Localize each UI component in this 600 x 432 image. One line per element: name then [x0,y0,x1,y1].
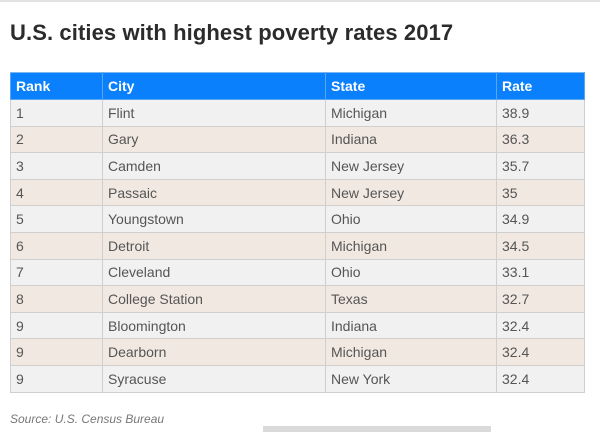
cell-state: Texas [325,285,497,313]
table-row: 6 Detroit Michigan 34.5 [10,231,585,260]
source-note: Source: U.S. Census Bureau [10,412,165,426]
poverty-rates-table: Rank City State Rate 1 Flint Michigan 38… [10,72,585,393]
cell-city: Gary [102,125,326,154]
cell-rank: 6 [10,231,103,260]
table-row: 8 College Station Texas 32.7 [10,285,585,313]
cell-city: Dearborn [102,338,326,366]
cell-rate: 32.4 [496,311,585,340]
table-row: 4 Passaic New Jersey 35 [10,178,585,207]
cell-rank: 9 [10,311,103,340]
cell-rate: 33.1 [496,258,585,287]
cell-state: Michigan [325,99,497,127]
column-header-rate: Rate [496,72,585,100]
cell-city: Detroit [102,231,326,260]
cell-rank: 3 [10,152,103,180]
cell-rate: 36.3 [496,125,585,154]
cell-rank: 5 [10,205,103,233]
cell-rate: 38.9 [496,99,585,127]
cell-state: Michigan [325,231,497,260]
cell-city: Syracuse [102,364,326,393]
cell-rank: 2 [10,125,103,154]
cell-rank: 9 [10,364,103,393]
cell-city: Passaic [102,178,326,207]
table-row: 3 Camden New Jersey 35.7 [10,152,585,180]
column-header-state: State [325,72,497,100]
cell-rate: 32.7 [496,285,585,313]
cell-rate: 32.4 [496,364,585,393]
cell-city: Bloomington [102,311,326,340]
cell-rank: 1 [10,99,103,127]
table-row: 7 Cleveland Ohio 33.1 [10,258,585,287]
horizontal-scrollbar[interactable] [263,426,491,432]
cell-rate: 35.7 [496,152,585,180]
cell-city: Youngstown [102,205,326,233]
table-row: 9 Syracuse New York 32.4 [10,364,585,393]
column-header-city: City [102,72,326,100]
cell-city: Flint [102,99,326,127]
cell-rate: 35 [496,178,585,207]
table-header-row: Rank City State Rate [10,72,585,100]
cell-city: College Station [102,285,326,313]
cell-rank: 9 [10,338,103,366]
cell-state: Ohio [325,258,497,287]
cell-state: Indiana [325,125,497,154]
top-divider [0,0,600,2]
cell-rate: 34.5 [496,231,585,260]
page-title: U.S. cities with highest poverty rates 2… [10,20,454,45]
cell-state: Indiana [325,311,497,340]
cell-rank: 4 [10,178,103,207]
column-header-rank: Rank [10,72,103,100]
cell-state: Ohio [325,205,497,233]
table-row: 9 Bloomington Indiana 32.4 [10,311,585,340]
table-row: 2 Gary Indiana 36.3 [10,125,585,154]
cell-state: New York [325,364,497,393]
cell-state: New Jersey [325,152,497,180]
cell-state: Michigan [325,338,497,366]
cell-city: Cleveland [102,258,326,287]
cell-rank: 7 [10,258,103,287]
table-row: 9 Dearborn Michigan 32.4 [10,338,585,366]
cell-city: Camden [102,152,326,180]
cell-rank: 8 [10,285,103,313]
cell-state: New Jersey [325,178,497,207]
cell-rate: 34.9 [496,205,585,233]
table-row: 1 Flint Michigan 38.9 [10,99,585,127]
table-row: 5 Youngstown Ohio 34.9 [10,205,585,233]
cell-rate: 32.4 [496,338,585,366]
